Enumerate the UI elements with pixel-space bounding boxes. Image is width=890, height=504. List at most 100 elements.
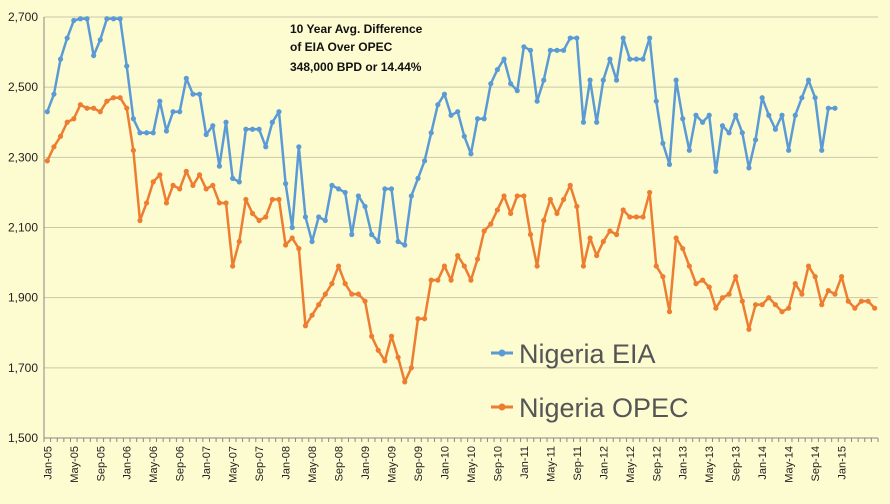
data-point: [355, 193, 361, 199]
data-point: [620, 35, 626, 41]
data-point: [693, 112, 699, 118]
data-point: [481, 228, 487, 234]
x-tick-label: Jan-07: [201, 446, 213, 480]
data-point: [137, 217, 143, 224]
data-point: [91, 105, 97, 111]
data-point: [832, 105, 838, 111]
data-point: [779, 112, 785, 118]
data-point: [839, 274, 845, 280]
data-point: [243, 196, 249, 203]
data-point: [190, 182, 196, 188]
data-point: [772, 302, 779, 308]
data-point: [481, 116, 487, 122]
data-point: [415, 175, 421, 181]
data-point: [567, 182, 573, 188]
series-nigeria-opec: [44, 95, 878, 385]
data-point: [388, 333, 395, 339]
data-point: [474, 116, 481, 122]
data-point: [302, 323, 309, 329]
data-point: [468, 277, 474, 283]
x-tick-label: Jan-14: [757, 446, 769, 480]
data-point: [766, 112, 772, 118]
data-point: [786, 305, 792, 311]
data-point: [541, 217, 547, 224]
data-point: [302, 214, 309, 220]
data-point: [792, 281, 798, 287]
data-point: [825, 105, 831, 111]
data-point: [349, 291, 355, 297]
data-point: [177, 186, 183, 192]
data-point: [395, 238, 401, 245]
data-point: [547, 196, 553, 203]
legend-opec-marker: [498, 403, 506, 411]
data-point: [375, 238, 381, 245]
data-point: [84, 105, 90, 111]
data-point: [329, 281, 335, 287]
data-point: [574, 203, 580, 210]
data-point: [329, 182, 335, 188]
data-point: [501, 193, 507, 199]
y-tick-label: 2,700: [8, 10, 38, 24]
x-tick-label: Sep-14: [810, 446, 822, 481]
data-point: [104, 98, 110, 104]
data-point: [832, 291, 838, 297]
data-point: [666, 161, 673, 167]
data-point: [733, 112, 739, 118]
data-point: [84, 16, 90, 22]
gridlines: [44, 16, 878, 369]
series-nigeria-eia: [44, 16, 838, 248]
data-point: [177, 109, 183, 115]
data-point: [852, 305, 858, 311]
data-point: [455, 109, 461, 115]
data-point: [700, 119, 706, 125]
data-point: [289, 224, 295, 231]
data-point: [196, 91, 203, 97]
data-point: [713, 168, 719, 174]
data-point: [388, 186, 395, 192]
data-point: [150, 179, 156, 185]
x-tick-label: Sep-09: [413, 446, 425, 481]
data-point: [474, 256, 481, 262]
data-point: [104, 16, 110, 22]
data-point: [633, 56, 640, 62]
y-tick-label: 2,300: [8, 150, 38, 164]
data-point: [230, 263, 236, 269]
data-point: [44, 158, 50, 164]
data-point: [44, 109, 50, 115]
data-point: [137, 130, 143, 136]
data-point: [276, 109, 282, 115]
data-point: [541, 77, 547, 83]
x-tick-label: Jan-11: [519, 446, 531, 479]
data-point: [57, 133, 64, 139]
x-tick-label: Sep-06: [175, 446, 187, 481]
data-point: [57, 56, 64, 62]
data-point: [435, 277, 441, 283]
data-point: [71, 17, 77, 24]
legend: Nigeria EIA Nigeria OPEC: [491, 339, 689, 423]
data-point: [322, 291, 328, 297]
data-point: [170, 182, 176, 188]
data-point: [117, 95, 123, 101]
x-tick-label: Sep-13: [731, 446, 743, 481]
data-point: [587, 235, 593, 241]
data-point: [183, 75, 189, 81]
data-point: [819, 302, 825, 308]
data-point: [792, 112, 798, 118]
data-point: [772, 126, 779, 132]
data-point: [296, 245, 302, 252]
data-point: [752, 137, 759, 143]
data-point: [600, 77, 606, 83]
data-point: [230, 175, 236, 181]
data-point: [283, 181, 289, 187]
data-point: [163, 128, 170, 134]
data-point: [375, 347, 381, 353]
data-point: [435, 102, 441, 108]
data-point: [223, 200, 229, 206]
data-point: [91, 52, 97, 59]
data-point: [243, 126, 249, 132]
x-tick-label: May-10: [466, 446, 478, 483]
data-point: [660, 274, 666, 280]
data-point: [527, 231, 534, 238]
x-tick-label: Jan-15: [837, 446, 849, 480]
data-point: [799, 291, 805, 297]
